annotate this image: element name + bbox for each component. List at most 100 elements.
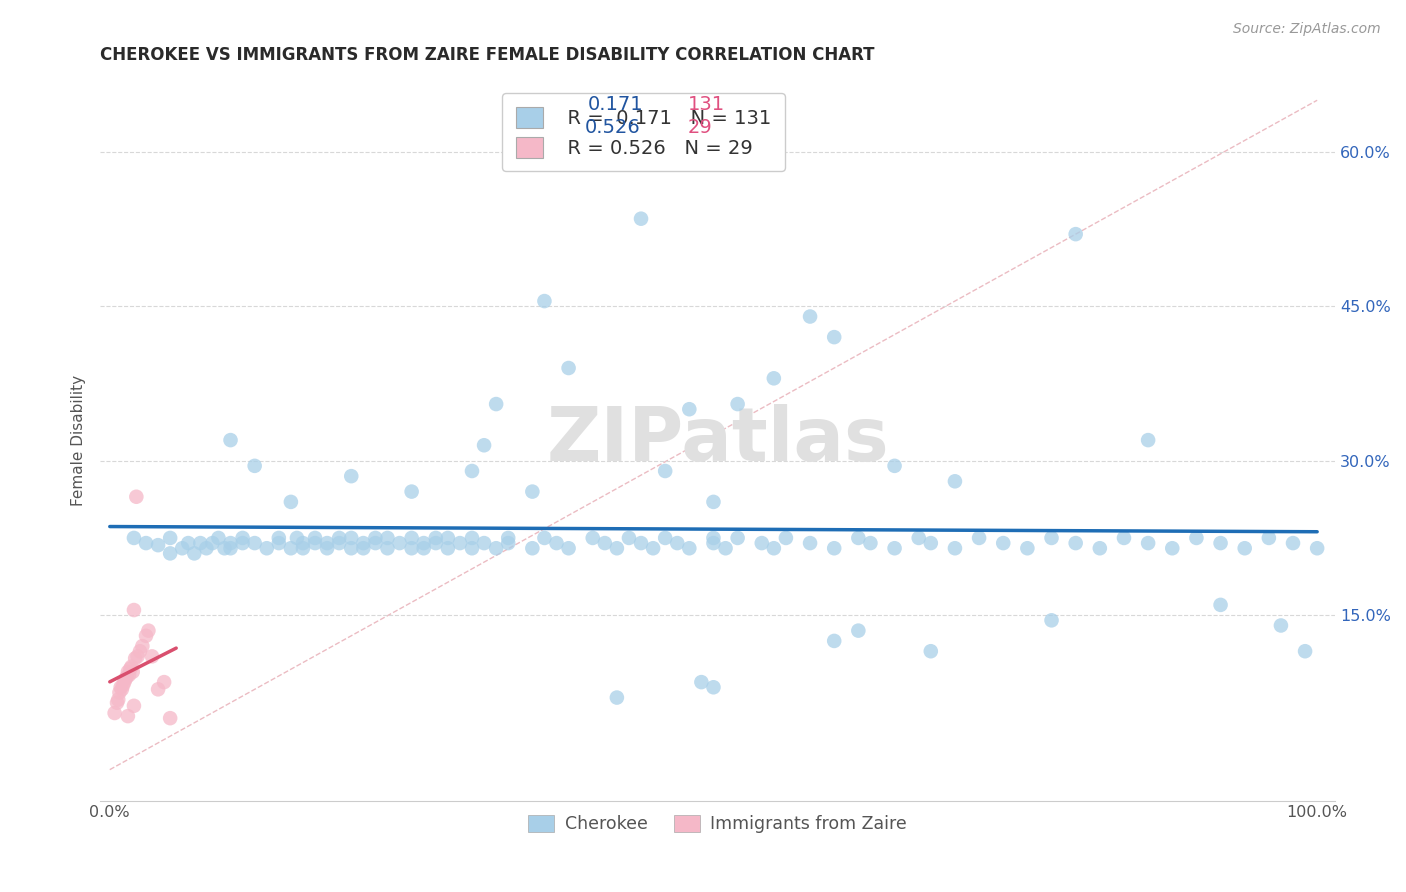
Point <box>846 624 869 638</box>
Point <box>496 531 519 545</box>
Point <box>364 531 387 545</box>
Point <box>714 541 737 556</box>
Text: 29: 29 <box>688 119 713 137</box>
Point <box>267 536 290 550</box>
Point <box>943 475 966 489</box>
Point <box>340 469 363 483</box>
Point <box>654 531 676 545</box>
Point <box>146 538 169 552</box>
Point <box>328 536 350 550</box>
Legend: Cherokee, Immigrants from Zaire: Cherokee, Immigrants from Zaire <box>517 805 917 844</box>
Point <box>141 649 163 664</box>
Point <box>967 531 990 545</box>
Point <box>883 541 905 556</box>
Point <box>1112 531 1135 545</box>
Point <box>388 536 411 550</box>
Point <box>630 536 652 550</box>
Point <box>846 531 869 545</box>
Point <box>533 294 555 309</box>
Point <box>117 665 139 679</box>
Point <box>799 310 821 324</box>
Point <box>120 662 142 676</box>
Point <box>129 644 152 658</box>
Point <box>159 531 181 545</box>
Point <box>153 675 176 690</box>
Point <box>1040 531 1063 545</box>
Point <box>617 531 640 545</box>
Point <box>437 531 460 545</box>
Point <box>643 541 665 556</box>
Point <box>762 371 785 385</box>
Point <box>207 531 229 545</box>
Point <box>606 690 628 705</box>
Point <box>425 536 447 550</box>
Point <box>364 536 387 550</box>
Point <box>122 603 145 617</box>
Point <box>232 531 254 545</box>
Point <box>138 624 160 638</box>
Point <box>593 536 616 550</box>
Point <box>690 675 713 690</box>
Point <box>1040 613 1063 627</box>
Point <box>316 541 339 556</box>
Point <box>112 675 135 690</box>
Point <box>352 541 374 556</box>
Point <box>920 644 942 658</box>
Point <box>340 531 363 545</box>
Point <box>437 541 460 556</box>
Point <box>461 464 484 478</box>
Point <box>122 698 145 713</box>
Text: 131: 131 <box>688 95 725 113</box>
Point <box>522 484 544 499</box>
Point <box>412 541 434 556</box>
Point <box>104 706 127 720</box>
Point <box>1017 541 1039 556</box>
Point <box>943 541 966 556</box>
Point <box>823 634 845 648</box>
Point <box>201 536 224 550</box>
Point <box>110 680 132 694</box>
Point <box>702 495 724 509</box>
Point <box>328 531 350 545</box>
Point <box>340 541 363 556</box>
Point <box>114 672 136 686</box>
Point <box>762 541 785 556</box>
Point <box>377 531 399 545</box>
Point <box>557 541 579 556</box>
Point <box>823 330 845 344</box>
Point <box>219 536 242 550</box>
Point <box>316 536 339 550</box>
Point <box>401 531 423 545</box>
Y-axis label: Female Disability: Female Disability <box>72 375 86 506</box>
Point <box>630 211 652 226</box>
Point <box>121 659 143 673</box>
Point <box>127 649 149 664</box>
Point <box>1233 541 1256 556</box>
Point <box>219 541 242 556</box>
Point <box>799 536 821 550</box>
Point <box>582 531 605 545</box>
Point <box>125 490 148 504</box>
Point <box>117 709 139 723</box>
Point <box>352 536 374 550</box>
Point <box>472 536 495 550</box>
Point <box>107 692 129 706</box>
Point <box>606 541 628 556</box>
Point <box>751 536 773 550</box>
Point <box>485 541 508 556</box>
Text: 0.171: 0.171 <box>588 95 644 113</box>
Point <box>304 531 326 545</box>
Point <box>702 531 724 545</box>
Point <box>678 402 700 417</box>
Point <box>533 531 555 545</box>
Point <box>449 536 471 550</box>
Point <box>823 541 845 556</box>
Point <box>135 629 157 643</box>
Point <box>702 680 724 694</box>
Point <box>243 536 266 550</box>
Point <box>105 696 128 710</box>
Point <box>124 651 146 665</box>
Point <box>546 536 568 550</box>
Point <box>461 541 484 556</box>
Point <box>177 536 200 550</box>
